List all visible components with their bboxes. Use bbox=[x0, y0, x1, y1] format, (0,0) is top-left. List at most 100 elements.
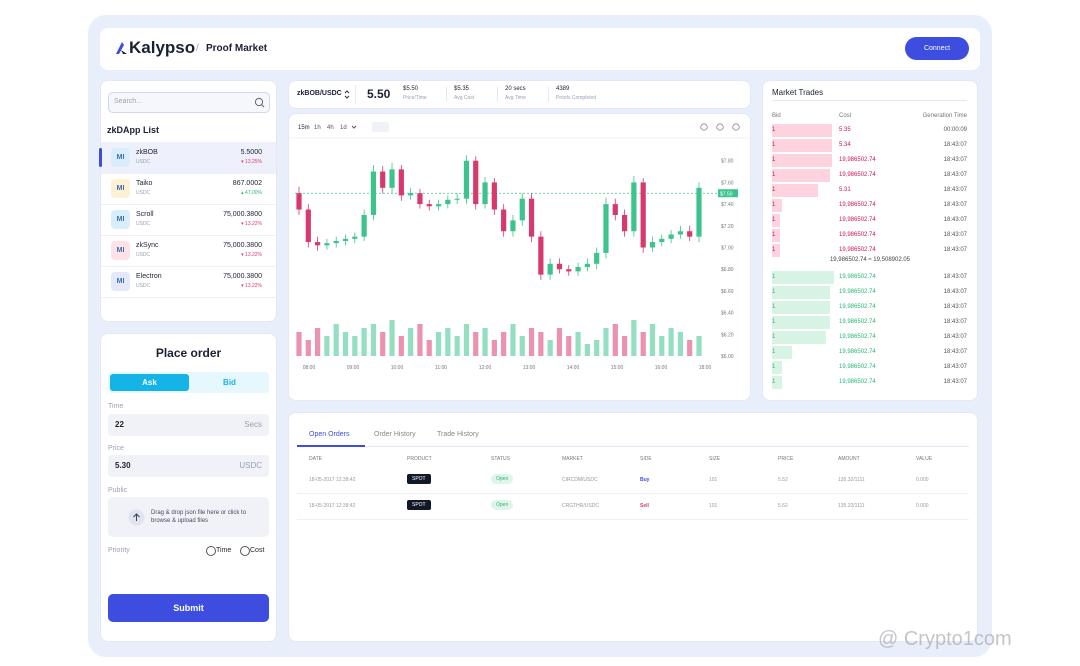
candle-body bbox=[566, 269, 572, 272]
depth-bar bbox=[772, 316, 830, 329]
x-tick-label: 12:00 bbox=[479, 365, 492, 371]
radio-cost[interactable] bbox=[240, 546, 250, 556]
order-title: Place order bbox=[155, 346, 222, 360]
list-title: zkDApp List bbox=[107, 125, 160, 135]
dapp-name: Scroll bbox=[136, 211, 154, 218]
connect-button[interactable]: Connect bbox=[905, 37, 969, 60]
order-cell: 0.000 bbox=[916, 503, 929, 509]
volume-bar bbox=[361, 328, 367, 356]
order-cell: 5.52 bbox=[778, 503, 788, 509]
trade-bid: 1 bbox=[772, 247, 776, 253]
x-tick-label: 13:00 bbox=[523, 365, 536, 371]
volume-bar bbox=[445, 328, 451, 356]
ask-tab[interactable]: Ask bbox=[110, 374, 189, 391]
submit-button[interactable]: Submit bbox=[108, 594, 269, 622]
dapp-row[interactable]: MI zkBOB USDC 5.5000 ▾ 13.25% bbox=[101, 142, 276, 174]
upload-zone[interactable]: Drag & drop json file here or click to b… bbox=[108, 497, 269, 537]
price-input[interactable]: 5.30 USDC bbox=[108, 455, 269, 477]
x-tick-label: 10:00 bbox=[391, 365, 404, 371]
dapp-quote: USDC bbox=[136, 159, 151, 165]
logo bbox=[116, 42, 127, 54]
order-tab[interactable]: Open Orders bbox=[309, 431, 350, 438]
trade-bid: 1 bbox=[772, 142, 776, 148]
trade-cost: 19,986502.74 bbox=[839, 304, 876, 310]
tabs: Ask Bid bbox=[108, 372, 269, 393]
depth-bar bbox=[772, 301, 830, 314]
trade-bid: 1 bbox=[772, 379, 776, 385]
candle-body bbox=[547, 263, 553, 275]
trade-time: 18:43:07 bbox=[943, 334, 967, 340]
divider bbox=[548, 87, 549, 101]
volume-bar bbox=[398, 336, 404, 356]
trade-cost: 5.34 bbox=[839, 142, 851, 148]
dapp-row[interactable]: MI zkSync USDC 75,000.3800 ▾ 13.22% bbox=[101, 235, 276, 267]
order-cell: Open bbox=[491, 500, 514, 510]
dapp-row[interactable]: MI Electron USDC 75,000.3800 ▾ 13.22% bbox=[101, 266, 276, 298]
volume-bar bbox=[408, 328, 414, 356]
candle-body bbox=[556, 263, 563, 270]
trade-cost: 19,986502.74 bbox=[839, 334, 876, 340]
x-tick-label: 15:00 bbox=[611, 365, 624, 371]
radio-time-label: Time bbox=[216, 547, 232, 554]
trade-cost: 19,986502.74 bbox=[839, 379, 876, 385]
time-label: Time bbox=[108, 403, 124, 410]
order-cell: Sell bbox=[640, 503, 649, 509]
trade-cost: 19,986502.74 bbox=[839, 232, 876, 238]
trade-time: 18:43:07 bbox=[943, 232, 967, 238]
x-tick-label: 18:00 bbox=[699, 365, 712, 371]
trade-bid: 1 bbox=[772, 157, 776, 163]
trade-time: 00:00:09 bbox=[943, 127, 967, 133]
x-tick-label: 09:00 bbox=[347, 365, 360, 371]
trade-cost: 19,986502.74 bbox=[839, 274, 876, 280]
volume-bar bbox=[603, 328, 609, 356]
trade-time: 18:43:07 bbox=[943, 187, 967, 193]
order-tab[interactable]: Trade History bbox=[437, 431, 479, 438]
y-tick-label: $7.00 bbox=[721, 246, 734, 252]
dapp-row[interactable]: MI Scroll USDC 75,000.3800 ▾ 13.22% bbox=[101, 204, 276, 236]
candle-body bbox=[333, 240, 339, 244]
dapp-icon: MI bbox=[111, 210, 130, 229]
depth-bar bbox=[772, 346, 792, 359]
trade-bid: 1 bbox=[772, 127, 776, 133]
volume-bar bbox=[324, 336, 330, 356]
order-cell: CRGTHR/USDC bbox=[562, 503, 599, 509]
volume-bar bbox=[342, 332, 349, 356]
current-price-label: $7.50 bbox=[720, 191, 733, 197]
trade-cost: 19,986502.74 bbox=[839, 364, 876, 370]
time-input[interactable]: 22 Secs bbox=[108, 414, 269, 436]
x-tick-label: 14:00 bbox=[567, 365, 580, 371]
depth-bar bbox=[772, 331, 826, 344]
trade-bid: 1 bbox=[772, 202, 776, 208]
candle-body bbox=[538, 236, 544, 275]
order-tab[interactable]: Order History bbox=[374, 431, 416, 438]
candle-body bbox=[370, 171, 377, 215]
stat-value: 20 secs bbox=[505, 86, 526, 92]
search-box[interactable]: Search... bbox=[108, 92, 270, 113]
depth-bar bbox=[772, 376, 782, 389]
volume-bar bbox=[640, 332, 646, 356]
trades-title: Market Trades bbox=[772, 88, 824, 97]
volume-bar bbox=[621, 336, 628, 356]
bid-tab[interactable]: Bid bbox=[223, 378, 236, 387]
order-cell: 135.32/1111 bbox=[838, 477, 865, 483]
dropdown bbox=[351, 125, 357, 129]
trade-cost: 19,986502.74 bbox=[839, 157, 876, 163]
tool-icon bbox=[700, 123, 708, 131]
trade-cost: 19,986502.74 bbox=[839, 289, 876, 295]
volume-bar bbox=[519, 336, 525, 356]
volume-bar bbox=[370, 324, 377, 356]
radio-time[interactable] bbox=[206, 546, 216, 556]
candle-body bbox=[621, 214, 628, 232]
candle-body bbox=[677, 231, 683, 235]
upload-icon bbox=[128, 509, 145, 526]
pair[interactable]: zkBOB/USDC bbox=[297, 90, 342, 97]
trade-bid: 1 bbox=[772, 349, 776, 355]
candle-body bbox=[687, 231, 693, 237]
candle-body bbox=[668, 234, 674, 239]
price-chart: 15m 1h 4h 1d $7.80 $7.60 $7.40 $7.20 $7.00 $6.80 $… bbox=[289, 122, 750, 371]
dapp-row[interactable]: MI Taiko USDC 867.0002 ▴ 47.00% bbox=[101, 173, 276, 205]
candle-body bbox=[445, 199, 451, 205]
candle-body bbox=[417, 193, 423, 205]
candle-body bbox=[594, 252, 600, 264]
dapp-quote: USDC bbox=[136, 283, 151, 289]
